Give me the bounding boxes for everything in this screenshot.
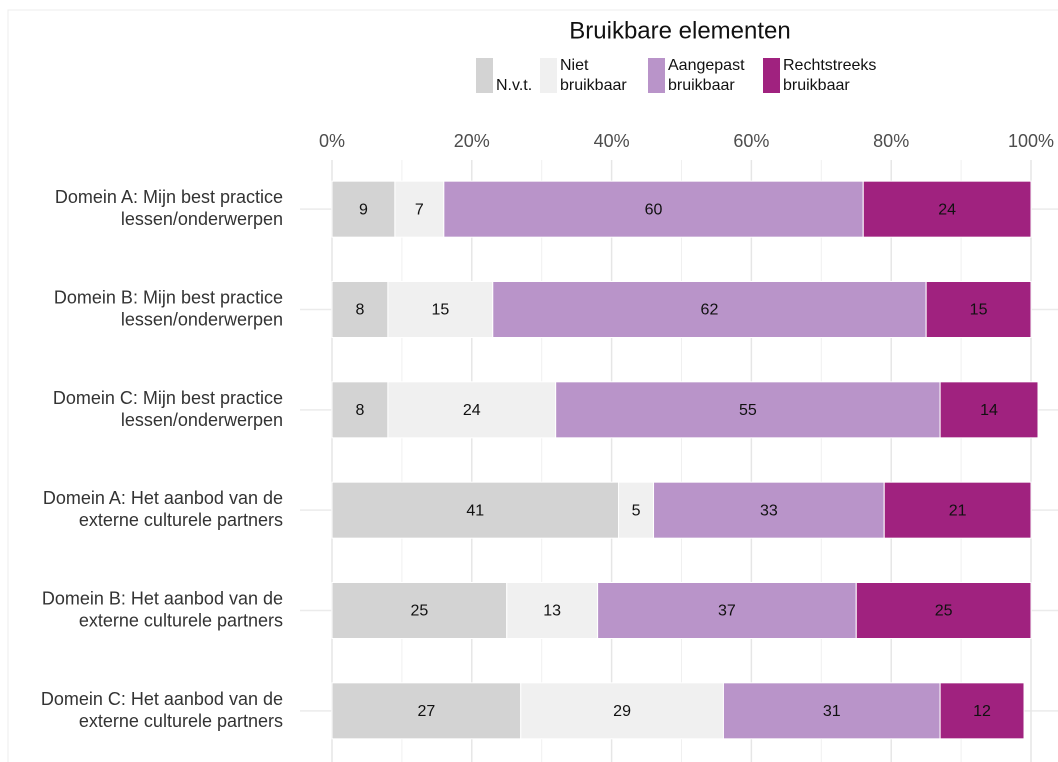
data-label: 25: [410, 603, 428, 620]
bar-segment: [883, 481, 1032, 539]
y-tick-label: Domein A: Mijn best practice lessen/onder…: [55, 187, 283, 229]
data-label: 15: [431, 302, 449, 319]
bar-segment: [597, 582, 857, 639]
data-label: 5: [632, 502, 641, 519]
bar-segment: [331, 180, 396, 238]
data-label: 21: [949, 502, 967, 519]
bar-segment: [862, 180, 1032, 238]
bar-segment: [331, 582, 508, 639]
y-tick-label: Domein C: Mijn best practice lessen/onder…: [53, 388, 283, 430]
x-tick-label: 60%: [733, 131, 769, 151]
legend-label: Aangepast bruikbaar: [668, 57, 745, 94]
legend-key: [648, 58, 665, 93]
bar-segment: [387, 281, 494, 338]
data-label: 31: [823, 703, 841, 720]
data-label: 8: [356, 402, 365, 419]
legend-key: [763, 58, 780, 93]
bar-segment: [443, 180, 864, 238]
bar-segment: [653, 481, 885, 539]
bar-segment: [722, 682, 941, 740]
legend-label: Niet bruikbaar: [560, 57, 627, 94]
data-label: 12: [973, 703, 991, 720]
y-tick-label: Domein A: Het aanbod van de externe cultu…: [43, 488, 283, 530]
x-tick-label: 0%: [319, 131, 345, 151]
data-label: 9: [359, 201, 368, 218]
bar-segment: [387, 381, 557, 439]
bar-segment: [939, 682, 1025, 740]
y-tick-label: Domein B: Het aanbod van de externe cultu…: [42, 588, 283, 630]
x-tick-label: 100%: [1008, 131, 1054, 151]
data-label: 29: [613, 703, 631, 720]
bar-segment: [331, 481, 620, 539]
bar-segment: [925, 281, 1032, 338]
data-label: 7: [415, 201, 424, 218]
bar-segment: [331, 381, 389, 439]
data-label: 13: [543, 603, 561, 620]
data-label: 55: [739, 402, 757, 419]
y-tick-label: Domein B: Mijn best practice lessen/onder…: [54, 287, 283, 329]
bar-segment: [939, 381, 1039, 439]
data-label: 27: [417, 703, 435, 720]
data-label: 8: [356, 302, 365, 319]
data-label: 24: [938, 201, 956, 218]
legend-key: [540, 58, 557, 93]
data-label: 62: [701, 302, 719, 319]
legend-label: Rechtstreeks bruikbaar: [783, 57, 876, 94]
legend-key: [476, 58, 493, 93]
bar-segment: [394, 180, 445, 238]
data-label: 25: [935, 603, 953, 620]
y-tick-label: Domein C: Het aanbod van de externe cultu…: [41, 689, 283, 731]
bar-segment: [506, 582, 599, 639]
bar-segment: [331, 682, 522, 740]
data-label: 14: [980, 402, 998, 419]
bar-segment: [520, 682, 724, 740]
legend-label: N.v.t.: [496, 77, 532, 94]
x-tick-label: 80%: [873, 131, 909, 151]
bar-segment: [855, 582, 1032, 639]
bar-segment: [331, 281, 389, 338]
data-label: 41: [466, 502, 484, 519]
data-label: 24: [463, 402, 481, 419]
chart-title: Bruikbare elementen: [569, 17, 790, 44]
data-label: 33: [760, 502, 778, 519]
data-label: 37: [718, 603, 736, 620]
data-label: 15: [970, 302, 988, 319]
data-label: 60: [645, 201, 663, 218]
x-tick-label: 20%: [454, 131, 490, 151]
x-tick-label: 40%: [594, 131, 630, 151]
